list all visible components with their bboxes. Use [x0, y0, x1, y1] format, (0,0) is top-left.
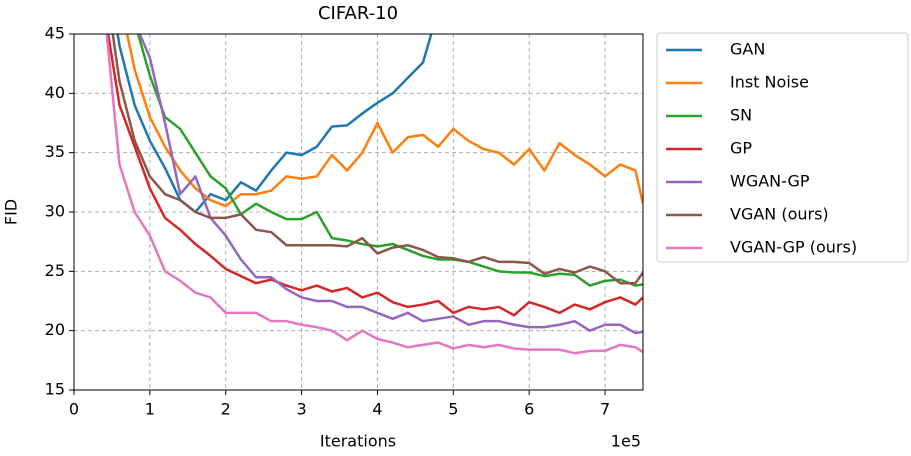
series-line [125, 34, 643, 208]
x-tick-label: 0 [69, 400, 79, 419]
legend-items: GAN Inst Noise SN GP WGAN-GP VGAN (ours) VGAN-… [666, 40, 857, 257]
x-tick-label: 5 [448, 400, 458, 419]
y-tick-label: 20 [45, 320, 65, 339]
plot-area [105, 34, 643, 355]
legend-label: VGAN (ours) [730, 205, 829, 224]
x-tick-label: 1 [145, 400, 155, 419]
y-tick-label: 15 [45, 380, 65, 399]
y-tick-label: 45 [45, 24, 65, 43]
series-line [116, 34, 433, 214]
x-axis-label: Iterations [320, 432, 396, 451]
series-line [138, 34, 643, 335]
chart-title: CIFAR-10 [318, 3, 398, 24]
y-tick-label: 25 [45, 261, 65, 280]
series-line [106, 34, 643, 317]
legend-label: VGAN-GP (ours) [730, 238, 857, 257]
y-tick-label: 40 [45, 83, 65, 102]
x-tick-label: 2 [221, 400, 231, 419]
series-line [136, 34, 643, 287]
legend-label: GP [730, 139, 752, 158]
legend-label: Inst Noise [730, 73, 809, 92]
x-tick-label: 3 [297, 400, 307, 419]
series-line [105, 34, 643, 355]
axes-frame [73, 33, 644, 391]
legend-label: GAN [730, 40, 765, 59]
y-tick-label: 30 [45, 202, 65, 221]
x-tick-label: 7 [600, 400, 610, 419]
series-line [111, 34, 643, 285]
x-tick-label: 6 [524, 400, 534, 419]
legend [656, 32, 909, 263]
x-offset-label: 1e5 [611, 432, 641, 451]
y-axis-label: FID [2, 199, 21, 225]
legend-label: SN [730, 106, 752, 125]
x-tick-label: 4 [372, 400, 382, 419]
y-tick-label: 35 [45, 142, 65, 161]
legend-label: WGAN-GP [730, 172, 810, 191]
